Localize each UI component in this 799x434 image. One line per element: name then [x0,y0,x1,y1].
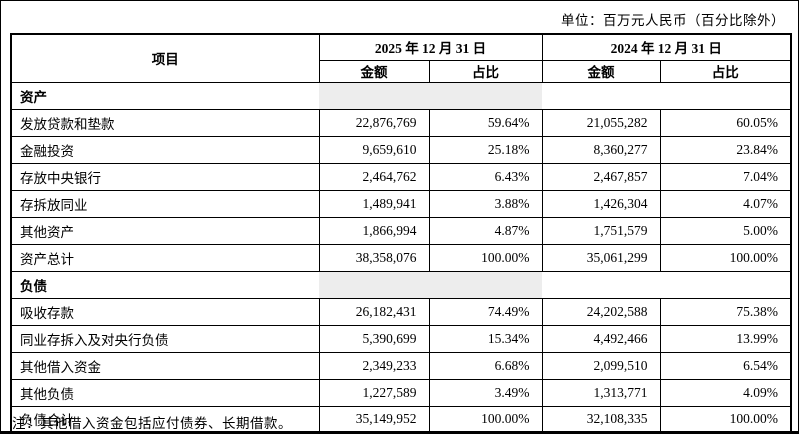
header-amount-2024: 金额 [541,59,661,83]
header-item: 项目 [10,33,320,83]
table-row: 其他资产 1,866,994 4.87% 1,751,579 5.00% [10,216,792,245]
header-period-2025: 2025 年 12 月 31 日 [318,33,543,61]
ratio-2024: 75.38% [659,297,792,326]
unit-note: 单位：百万元人民币（百分比除外） [561,13,785,28]
amount-2025: 2,464,762 [318,162,430,191]
amount-2024: 2,099,510 [541,351,661,380]
ratio-2025: 15.34% [428,324,543,353]
table-row: 其他借入资金 2,349,233 6.68% 2,099,510 6.54% [10,351,792,380]
header-ratio-2024: 占比 [659,59,792,83]
total-label: 资产总计 [10,243,320,272]
table-row: 发放贷款和垫款 22,876,769 59.64% 21,055,282 60.… [10,108,792,137]
ratio-2025: 74.49% [428,297,543,326]
row-label: 存拆放同业 [10,189,320,218]
header-period-2024: 2024 年 12 月 31 日 [541,33,792,61]
amount-2024: 32,108,335 [541,405,661,434]
amount-2025: 2,349,233 [318,351,430,380]
amount-2025: 22,876,769 [318,108,430,137]
ratio-2025: 3.88% [428,189,543,218]
section-shade-2025 [319,81,542,110]
section-row-assets: 资产 [10,81,792,110]
ratio-2024: 23.84% [659,135,792,164]
section-blank-2024 [542,81,792,110]
ratio-2024: 7.04% [659,162,792,191]
amount-2025: 1,866,994 [318,216,430,245]
amount-2024: 1,313,771 [541,378,661,407]
ratio-2025: 25.18% [428,135,543,164]
amount-2025: 26,182,431 [318,297,430,326]
section-title: 资产 [10,81,319,110]
ratio-2024: 5.00% [659,216,792,245]
row-label: 金融投资 [10,135,320,164]
ratio-2025: 6.43% [428,162,543,191]
ratio-2024: 4.07% [659,189,792,218]
total-row-assets: 资产总计 38,358,076 100.00% 35,061,299 100.0… [10,243,792,272]
header-ratio-2025: 占比 [428,59,543,83]
section-row-liabilities: 负债 [10,270,792,299]
amount-2025: 35,149,952 [318,405,430,434]
header-amount-2025: 金额 [318,59,430,83]
row-label: 其他借入资金 [10,351,320,380]
balance-sheet-table: 项目 2025 年 12 月 31 日 2024 年 12 月 31 日 金额 … [10,33,792,434]
ratio-2024: 4.09% [659,378,792,407]
ratio-2024: 13.99% [659,324,792,353]
amount-2025: 38,358,076 [318,243,430,272]
row-label: 其他资产 [10,216,320,245]
amount-2024: 1,426,304 [541,189,661,218]
row-label: 同业存拆入及对央行负债 [10,324,320,353]
ratio-2025: 100.00% [428,405,543,434]
amount-2024: 24,202,588 [541,297,661,326]
amount-2024: 8,360,277 [541,135,661,164]
row-label: 吸收存款 [10,297,320,326]
ratio-2025: 4.87% [428,216,543,245]
total-label: 负债合计 [10,405,320,434]
ratio-2025: 59.64% [428,108,543,137]
amount-2024: 21,055,282 [541,108,661,137]
table-row: 金融投资 9,659,610 25.18% 8,360,277 23.84% [10,135,792,164]
amount-2024: 2,467,857 [541,162,661,191]
ratio-2024: 100.00% [659,243,792,272]
ratio-2025: 100.00% [428,243,543,272]
section-blank-2024 [542,270,792,299]
amount-2024: 35,061,299 [541,243,661,272]
amount-2024: 1,751,579 [541,216,661,245]
amount-2025: 5,390,699 [318,324,430,353]
amount-2025: 1,489,941 [318,189,430,218]
ratio-2024: 6.54% [659,351,792,380]
table-row: 吸收存款 26,182,431 74.49% 24,202,588 75.38% [10,297,792,326]
section-title: 负债 [10,270,319,299]
amount-2024: 4,492,466 [541,324,661,353]
table-row: 存放中央银行 2,464,762 6.43% 2,467,857 7.04% [10,162,792,191]
row-label: 其他负债 [10,378,320,407]
table-row: 同业存拆入及对央行负债 5,390,699 15.34% 4,492,466 1… [10,324,792,353]
footnote: 注：其他借入资金包括应付债券、长期借款。 [12,416,292,431]
table-row: 其他负债 1,227,589 3.49% 1,313,771 4.09% [10,378,792,407]
ratio-2025: 6.68% [428,351,543,380]
row-label: 发放贷款和垫款 [10,108,320,137]
ratio-2024: 100.00% [659,405,792,434]
amount-2025: 1,227,589 [318,378,430,407]
total-row-liabilities: 负债合计 35,149,952 100.00% 32,108,335 100.0… [10,405,792,434]
amount-2025: 9,659,610 [318,135,430,164]
ratio-2024: 60.05% [659,108,792,137]
ratio-2025: 3.49% [428,378,543,407]
section-shade-2025 [319,270,542,299]
row-label: 存放中央银行 [10,162,320,191]
table-row: 存拆放同业 1,489,941 3.88% 1,426,304 4.07% [10,189,792,218]
